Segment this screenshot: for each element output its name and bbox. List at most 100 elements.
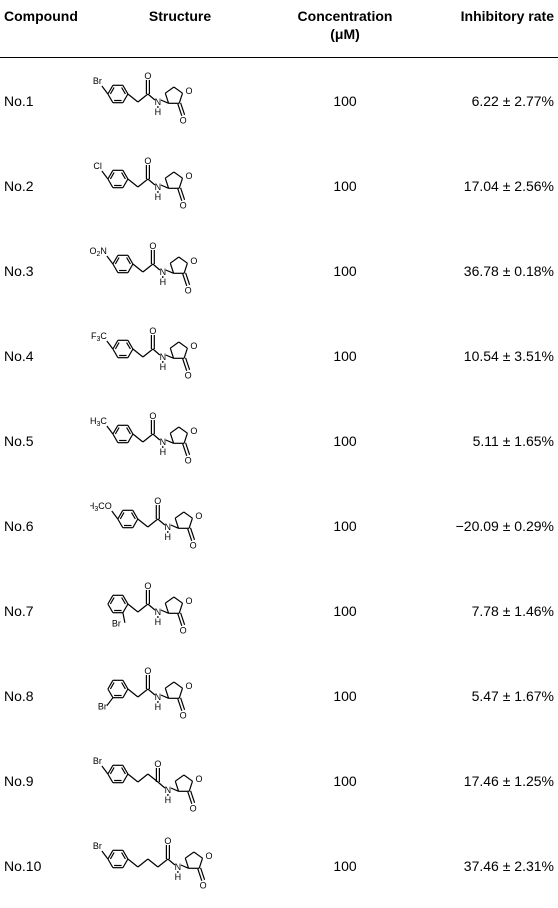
svg-text:O: O xyxy=(205,851,212,861)
molecule-diagram: Br O NH O O xyxy=(90,574,270,644)
molecule-diagram: ClONHOO xyxy=(90,149,270,219)
molecule-diagram: H3COONHOO xyxy=(90,489,270,559)
cell-rate: 17.04 ± 2.56% xyxy=(410,143,558,228)
molecule-diagram: F3CONHOO xyxy=(90,319,270,389)
cell-rate: 5.47 ± 1.67% xyxy=(410,653,558,738)
svg-text:O: O xyxy=(190,803,197,813)
svg-text:H3C: H3C xyxy=(90,416,107,428)
svg-text:H: H xyxy=(155,617,162,627)
compound-table: Compound Structure Concentration (μM) In… xyxy=(0,0,558,908)
svg-text:Br: Br xyxy=(112,619,121,629)
svg-text:N: N xyxy=(155,97,162,107)
svg-text:O: O xyxy=(190,341,197,351)
svg-text:N: N xyxy=(155,607,162,617)
molecule-diagram: BrONHOO xyxy=(90,64,270,134)
header-conc-l2: (μM) xyxy=(330,26,360,42)
cell-structure: BrONHOO xyxy=(80,58,280,144)
cell-rate: −20.09 ± 0.29% xyxy=(410,483,558,568)
table-row: No.7 Br O NH O O 1007.78 ± 1.46% xyxy=(0,568,558,653)
header-structure: Structure xyxy=(80,0,280,58)
svg-text:H: H xyxy=(160,277,167,287)
cell-compound: No.7 xyxy=(0,568,80,653)
svg-text:O: O xyxy=(149,411,156,421)
cell-compound: No.9 xyxy=(0,738,80,823)
svg-text:O: O xyxy=(149,326,156,336)
table-row: No.3O2NONHOO10036.78 ± 0.18% xyxy=(0,228,558,313)
table-row: No.5H3CONHOO1005.11 ± 1.65% xyxy=(0,398,558,483)
cell-structure: ClONHOO xyxy=(80,143,280,228)
cell-concentration: 100 xyxy=(280,568,410,653)
svg-text:H: H xyxy=(160,447,167,457)
svg-text:Br: Br xyxy=(93,756,102,766)
cell-compound: No.4 xyxy=(0,313,80,398)
cell-structure: H3COONHOO xyxy=(80,483,280,568)
svg-text:Cl: Cl xyxy=(93,161,102,171)
svg-text:O: O xyxy=(180,625,187,635)
svg-text:H: H xyxy=(155,192,162,202)
svg-text:O: O xyxy=(185,681,192,691)
cell-structure: Br O NH O O xyxy=(80,568,280,653)
svg-text:H: H xyxy=(175,872,182,882)
svg-text:N: N xyxy=(160,267,167,277)
svg-text:O: O xyxy=(164,836,171,846)
svg-text:H: H xyxy=(155,702,162,712)
cell-compound: No.2 xyxy=(0,143,80,228)
svg-text:O: O xyxy=(185,285,192,295)
cell-rate: 36.78 ± 0.18% xyxy=(410,228,558,313)
svg-text:O: O xyxy=(185,86,192,96)
cell-structure: Br O NH O O xyxy=(80,653,280,738)
svg-text:O: O xyxy=(180,710,187,720)
svg-text:N: N xyxy=(160,352,167,362)
cell-compound: No.1 xyxy=(0,58,80,144)
molecule-diagram: O2NONHOO xyxy=(90,234,270,304)
header-conc-l1: Concentration xyxy=(298,8,393,24)
svg-text:N: N xyxy=(155,182,162,192)
table-row: No.9BrONHOO10017.46 ± 1.25% xyxy=(0,738,558,823)
svg-text:O: O xyxy=(144,71,151,81)
header-rate: Inhibitory rate xyxy=(410,0,558,58)
svg-text:N: N xyxy=(165,785,172,795)
svg-text:O: O xyxy=(190,426,197,436)
svg-text:O: O xyxy=(185,370,192,380)
cell-compound: No.6 xyxy=(0,483,80,568)
molecule-diagram: BrONHOO xyxy=(90,829,270,899)
svg-text:O: O xyxy=(195,511,202,521)
molecule-diagram: Br O NH O O xyxy=(90,659,270,729)
svg-text:H: H xyxy=(160,362,167,372)
svg-text:O: O xyxy=(149,241,156,251)
cell-concentration: 100 xyxy=(280,738,410,823)
table-row: No.6H3COONHOO100−20.09 ± 0.29% xyxy=(0,483,558,568)
cell-rate: 10.54 ± 3.51% xyxy=(410,313,558,398)
svg-text:Br: Br xyxy=(98,702,107,712)
svg-text:O: O xyxy=(190,540,197,550)
svg-text:O: O xyxy=(190,256,197,266)
cell-concentration: 100 xyxy=(280,483,410,568)
cell-structure: BrONHOO xyxy=(80,738,280,823)
svg-text:N: N xyxy=(160,437,167,447)
table-row: No.10BrONHOO10037.46 ± 2.31% xyxy=(0,823,558,908)
svg-text:O: O xyxy=(180,200,187,210)
cell-structure: F3CONHOO xyxy=(80,313,280,398)
table-body: No.1BrONHOO1006.22 ± 2.77%No.2ClONHOO100… xyxy=(0,58,558,908)
svg-text:O: O xyxy=(185,455,192,465)
svg-text:O: O xyxy=(154,759,161,769)
cell-concentration: 100 xyxy=(280,398,410,483)
svg-text:O: O xyxy=(185,596,192,606)
svg-text:H: H xyxy=(165,795,172,805)
svg-text:Br: Br xyxy=(93,76,102,86)
svg-text:O: O xyxy=(185,171,192,181)
svg-text:O: O xyxy=(144,581,151,591)
cell-concentration: 100 xyxy=(280,143,410,228)
svg-text:O: O xyxy=(154,496,161,506)
cell-structure: O2NONHOO xyxy=(80,228,280,313)
svg-text:O: O xyxy=(144,666,151,676)
svg-text:N: N xyxy=(165,522,172,532)
cell-rate: 7.78 ± 1.46% xyxy=(410,568,558,653)
cell-concentration: 100 xyxy=(280,823,410,908)
cell-concentration: 100 xyxy=(280,313,410,398)
header-compound: Compound xyxy=(0,0,80,58)
cell-concentration: 100 xyxy=(280,228,410,313)
cell-structure: H3C O NH O O xyxy=(80,398,280,483)
svg-text:N: N xyxy=(155,692,162,702)
cell-compound: No.3 xyxy=(0,228,80,313)
